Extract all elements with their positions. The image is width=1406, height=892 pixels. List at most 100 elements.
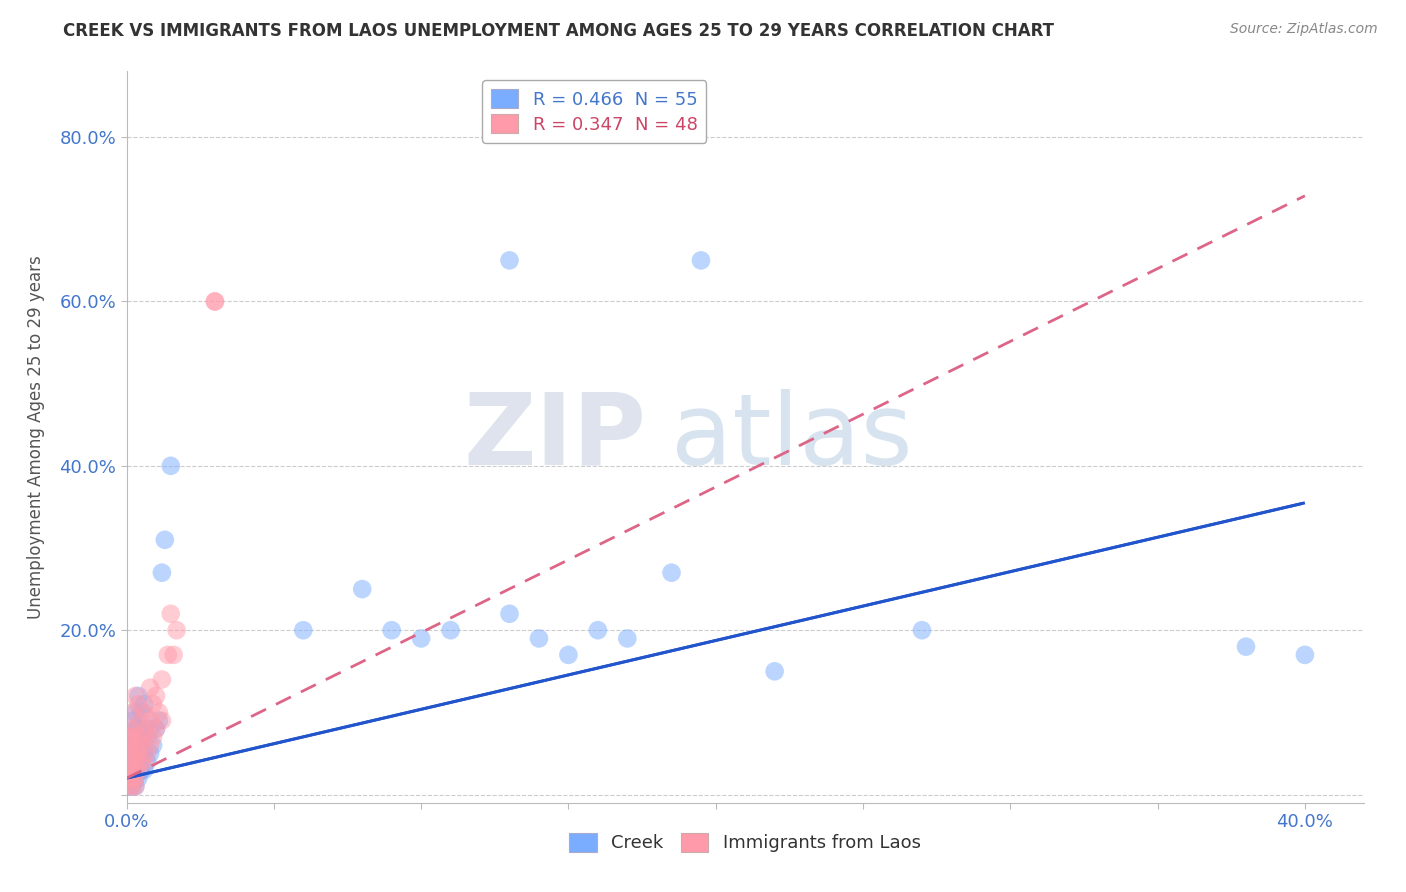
Point (129, 747, 152, 761)
Point (121, 706, 143, 720)
Point (763, 665, 786, 679)
Point (411, 632, 433, 646)
Point (118, 739, 141, 753)
Point (142, 697, 165, 711)
Point (124, 722, 146, 736)
Point (1294, 648, 1316, 662)
Point (127, 689, 149, 703)
Point (129, 730, 152, 744)
Point (134, 747, 156, 761)
Point (498, 253, 520, 268)
Point (142, 730, 165, 744)
Point (121, 763, 143, 777)
Point (156, 648, 179, 662)
Text: ZIP: ZIP (464, 389, 647, 485)
Point (586, 624, 609, 638)
Point (134, 697, 156, 711)
Point (557, 648, 579, 662)
Point (127, 771, 149, 785)
Point (118, 763, 141, 777)
Point (124, 706, 146, 720)
Point (127, 747, 149, 761)
Point (163, 648, 186, 662)
Point (124, 755, 146, 769)
Text: atlas: atlas (671, 389, 912, 485)
Point (124, 739, 146, 753)
Point (118, 771, 141, 785)
Point (129, 763, 152, 777)
Point (121, 714, 143, 728)
Point (150, 673, 173, 687)
Point (127, 730, 149, 744)
Point (121, 747, 143, 761)
Point (121, 771, 143, 785)
Point (145, 722, 167, 736)
Point (127, 697, 149, 711)
Point (616, 632, 638, 646)
Point (118, 722, 141, 736)
Point (121, 780, 143, 794)
Point (124, 755, 146, 769)
Point (381, 624, 404, 638)
Point (129, 714, 152, 728)
Point (127, 755, 149, 769)
Point (118, 780, 141, 794)
Point (134, 730, 156, 744)
Point (150, 714, 173, 728)
Y-axis label: Unemployment Among Ages 25 to 29 years: Unemployment Among Ages 25 to 29 years (27, 255, 45, 619)
Point (159, 607, 181, 621)
Point (127, 763, 149, 777)
Point (127, 722, 149, 736)
Point (166, 624, 188, 638)
Text: Source: ZipAtlas.com: Source: ZipAtlas.com (1230, 22, 1378, 37)
Point (127, 739, 149, 753)
Point (661, 566, 683, 580)
Point (129, 706, 152, 720)
Point (136, 722, 159, 736)
Point (153, 533, 176, 547)
Point (159, 458, 181, 473)
Point (134, 722, 156, 736)
Point (139, 722, 162, 736)
Point (139, 739, 162, 753)
Point (118, 747, 141, 761)
Point (150, 566, 173, 580)
Point (121, 771, 143, 785)
Point (142, 739, 165, 753)
Point (136, 747, 159, 761)
Point (129, 739, 152, 753)
Point (118, 771, 141, 785)
Point (124, 780, 146, 794)
Point (118, 730, 141, 744)
Point (121, 780, 143, 794)
Point (129, 755, 152, 769)
Point (204, 294, 226, 309)
Point (124, 771, 146, 785)
Point (134, 763, 156, 777)
Point (439, 624, 461, 638)
Point (124, 689, 146, 703)
Point (118, 763, 141, 777)
Point (118, 755, 141, 769)
Point (690, 253, 713, 268)
Point (121, 747, 143, 761)
Point (148, 714, 170, 728)
Point (118, 739, 141, 753)
Point (139, 714, 162, 728)
Point (145, 689, 167, 703)
Text: CREEK VS IMMIGRANTS FROM LAOS UNEMPLOYMENT AMONG AGES 25 TO 29 YEARS CORRELATION: CREEK VS IMMIGRANTS FROM LAOS UNEMPLOYME… (63, 22, 1054, 40)
Point (136, 730, 159, 744)
Point (911, 624, 934, 638)
Point (139, 747, 162, 761)
Point (121, 730, 143, 744)
Point (134, 755, 156, 769)
Point (136, 755, 159, 769)
Point (124, 722, 146, 736)
Point (118, 755, 141, 769)
Point (527, 632, 550, 646)
Point (124, 739, 146, 753)
Point (145, 722, 167, 736)
Point (121, 730, 143, 744)
Point (1234, 640, 1257, 654)
Point (352, 582, 374, 596)
